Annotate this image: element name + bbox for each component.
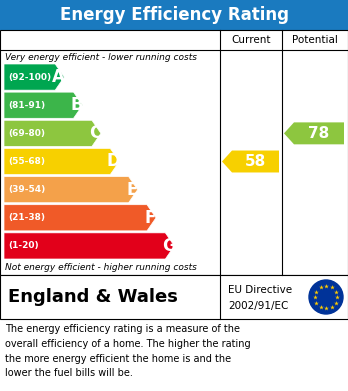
Text: The energy efficiency rating is a measure of the
overall efficiency of a home. T: The energy efficiency rating is a measur… xyxy=(5,324,251,378)
Text: Energy Efficiency Rating: Energy Efficiency Rating xyxy=(60,6,288,24)
Text: EU Directive: EU Directive xyxy=(228,285,292,295)
Text: C: C xyxy=(89,124,102,142)
Polygon shape xyxy=(222,151,279,172)
Polygon shape xyxy=(4,92,82,118)
Text: 58: 58 xyxy=(245,154,266,169)
Text: Potential: Potential xyxy=(292,35,338,45)
Text: England & Wales: England & Wales xyxy=(8,288,178,306)
Text: (1-20): (1-20) xyxy=(8,241,39,250)
Text: Current: Current xyxy=(231,35,271,45)
Text: G: G xyxy=(162,237,176,255)
Polygon shape xyxy=(284,122,344,144)
Bar xyxy=(0,0,348,30)
Text: A: A xyxy=(52,68,65,86)
Text: (21-38): (21-38) xyxy=(8,213,45,222)
Bar xyxy=(0,30,348,275)
Text: D: D xyxy=(107,152,121,170)
Polygon shape xyxy=(4,233,174,259)
Text: 78: 78 xyxy=(308,126,330,141)
Text: E: E xyxy=(126,181,138,199)
Text: (55-68): (55-68) xyxy=(8,157,45,166)
Polygon shape xyxy=(4,64,64,90)
Text: Not energy efficient - higher running costs: Not energy efficient - higher running co… xyxy=(5,264,197,273)
Bar xyxy=(0,275,348,319)
Text: (69-80): (69-80) xyxy=(8,129,45,138)
Circle shape xyxy=(309,280,343,314)
Text: (81-91): (81-91) xyxy=(8,101,45,110)
Polygon shape xyxy=(4,177,137,203)
Text: (39-54): (39-54) xyxy=(8,185,45,194)
Text: 2002/91/EC: 2002/91/EC xyxy=(228,301,288,311)
Text: B: B xyxy=(71,96,84,114)
Text: F: F xyxy=(145,209,156,227)
Polygon shape xyxy=(4,149,119,174)
Polygon shape xyxy=(4,205,156,231)
Text: Very energy efficient - lower running costs: Very energy efficient - lower running co… xyxy=(5,52,197,61)
Polygon shape xyxy=(4,120,101,146)
Text: (92-100): (92-100) xyxy=(8,73,51,82)
